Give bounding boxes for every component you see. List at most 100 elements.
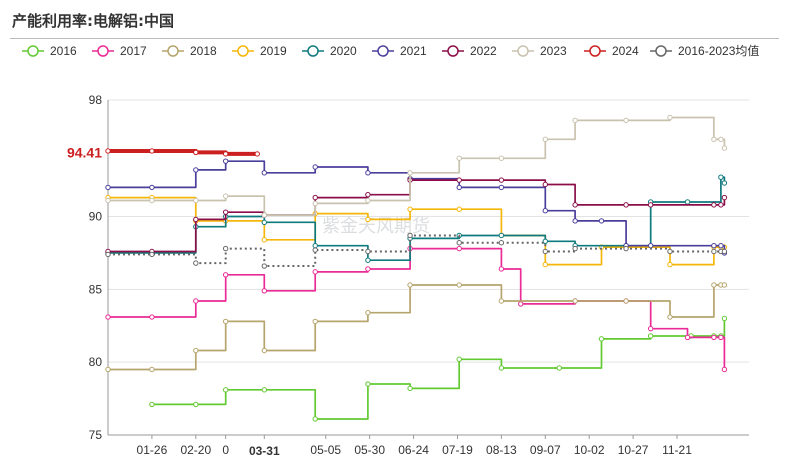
legend-item[interactable]: 2016-2023均值: [650, 43, 759, 58]
data-point: [623, 202, 629, 208]
legend-item[interactable]: 2019: [232, 44, 287, 58]
legend-item[interactable]: 2023: [512, 44, 567, 58]
data-point: [105, 197, 111, 204]
data-point: [647, 325, 654, 332]
data-point: [222, 209, 229, 215]
data-point: [498, 298, 505, 304]
last-value-text: 94.41: [67, 144, 102, 160]
data-point: [365, 170, 371, 176]
data-point: [542, 261, 548, 268]
data-point: [312, 200, 318, 207]
data-point: [498, 240, 505, 246]
legend[interactable]: 2016 2017 2018 2019 2020 2021 2022 2023 2024 2016…: [22, 43, 759, 58]
legend-item[interactable]: 2018: [162, 44, 217, 58]
y-tick-label: 80: [89, 355, 103, 369]
data-point: [261, 212, 267, 218]
legend-label: 2024: [612, 44, 639, 58]
legend-item[interactable]: 2024: [584, 44, 639, 58]
x-tick-label: 03-31: [249, 444, 280, 458]
legend-label: 2018: [190, 44, 217, 58]
x-tick-label: 0: [222, 443, 229, 457]
legend-marker: [655, 45, 667, 57]
y-tick-label: 98: [89, 93, 103, 107]
series-2017: [105, 245, 728, 373]
legend-item[interactable]: 2021: [372, 44, 427, 58]
data-point: [721, 315, 728, 322]
data-point: [456, 245, 462, 252]
data-point: [261, 237, 267, 243]
data-point: [193, 197, 199, 204]
data-point: [498, 177, 505, 183]
data-point: [721, 145, 728, 151]
data-point: [312, 164, 318, 170]
legend-label: 2022: [470, 44, 497, 58]
data-point: [149, 314, 155, 320]
data-point: [456, 356, 462, 362]
legend-marker: [447, 45, 459, 57]
data-point: [193, 167, 199, 173]
data-point: [721, 180, 728, 186]
data-point: [647, 333, 654, 339]
legend-item[interactable]: 2017: [92, 44, 147, 58]
data-point: [718, 202, 724, 208]
x-tick-label: 01-26: [137, 443, 168, 457]
series-2023: [105, 114, 728, 218]
x-tick-label: 09-07: [530, 443, 561, 457]
data-point: [365, 257, 371, 263]
data-point: [456, 282, 462, 288]
data-point: [456, 240, 462, 246]
data-point: [498, 155, 505, 161]
data-point: [572, 218, 578, 224]
data-point: [222, 272, 229, 278]
data-point: [498, 184, 505, 191]
x-tick-label: 10-27: [618, 443, 649, 457]
data-point: [222, 151, 229, 157]
data-point: [312, 318, 318, 325]
data-point: [498, 232, 505, 239]
data-point: [572, 117, 578, 124]
data-point: [365, 191, 371, 198]
data-point: [684, 199, 691, 205]
data-point: [517, 301, 524, 307]
data-point: [261, 288, 267, 294]
data-point: [572, 202, 578, 208]
data-point: [222, 245, 229, 252]
series-2016-2023: [105, 232, 728, 269]
legend-marker: [377, 45, 389, 57]
title-divider: [10, 38, 779, 39]
x-tick-label: 05-30: [354, 443, 385, 457]
x-axis: 01-26 02-20 0 03-31 05-05 05-30 06-24 07-19 08-1…: [108, 434, 749, 458]
data-point: [365, 216, 371, 223]
data-point: [193, 347, 199, 354]
data-point: [542, 238, 548, 244]
series-2024: [105, 148, 260, 157]
y-axis: 75 80 85 90 98: [89, 93, 109, 442]
data-point: [222, 158, 229, 164]
legend-label: 2023: [540, 44, 567, 58]
data-point: [193, 260, 199, 266]
data-point: [254, 151, 260, 157]
legend-item[interactable]: 2016: [22, 44, 77, 58]
data-point: [667, 114, 673, 121]
legend-item[interactable]: 2022: [442, 44, 497, 58]
data-point: [149, 197, 155, 204]
data-point: [456, 184, 462, 191]
data-point: [149, 366, 155, 373]
data-point: [149, 401, 155, 408]
y-tick-label: 85: [89, 282, 103, 296]
y-tick-label: 75: [89, 428, 103, 442]
series-line: [108, 116, 726, 216]
legend-item[interactable]: 2020: [302, 44, 357, 58]
data-point: [721, 194, 728, 201]
data-point: [261, 263, 267, 269]
data-point: [365, 197, 371, 204]
data-point: [721, 366, 728, 373]
data-point: [105, 184, 111, 191]
series-line: [108, 247, 726, 370]
data-point: [498, 266, 505, 272]
legend-marker: [27, 45, 39, 57]
data-point: [149, 148, 155, 154]
legend-marker: [589, 45, 601, 57]
legend-marker: [97, 45, 109, 57]
data-point: [542, 207, 548, 214]
